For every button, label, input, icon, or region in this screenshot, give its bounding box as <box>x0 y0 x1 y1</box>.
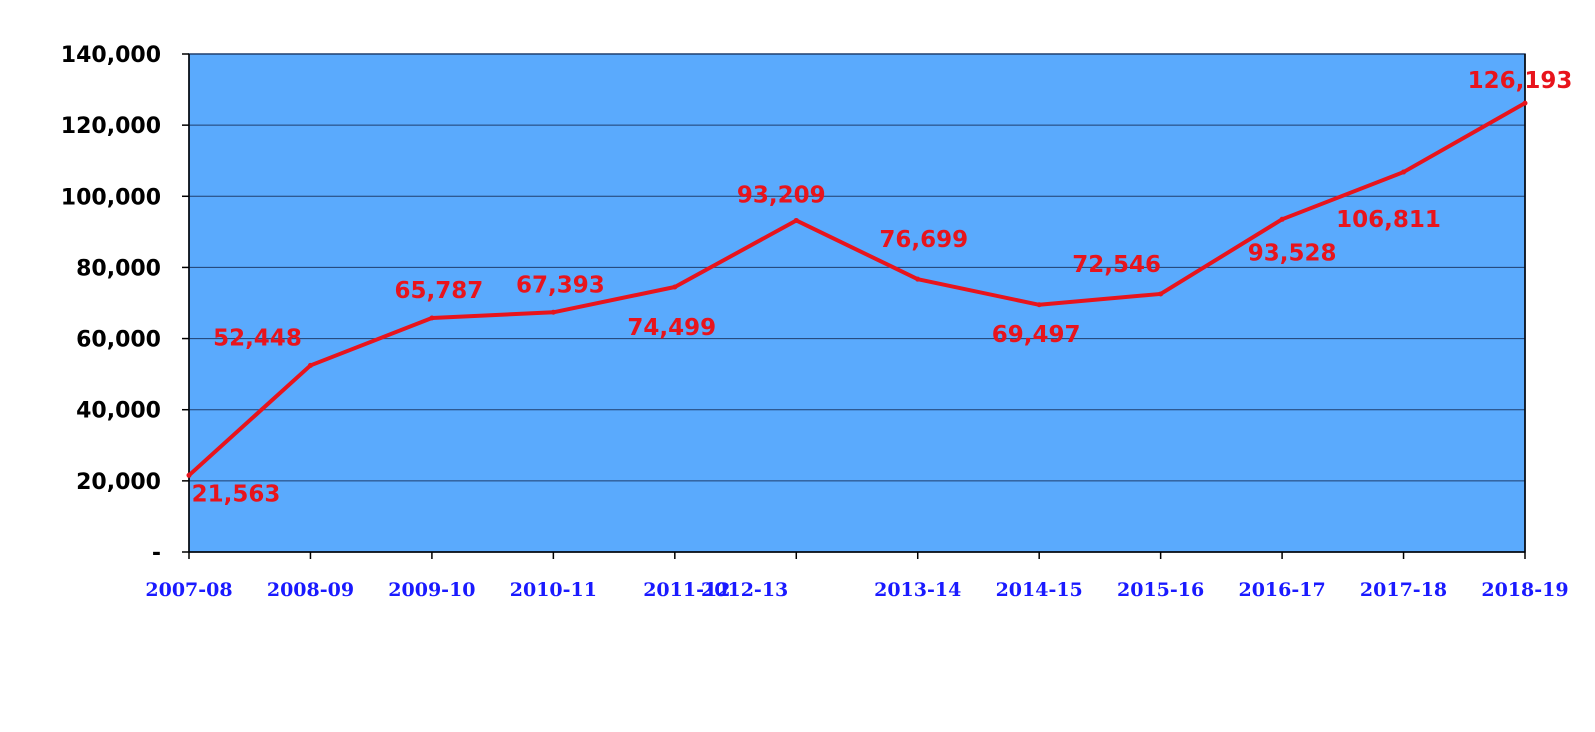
y-tick-label: 100,000 <box>61 185 161 210</box>
y-tick-label: - <box>152 541 161 566</box>
data-label: 126,193 <box>1468 68 1573 94</box>
data-point <box>915 276 921 282</box>
data-label: 106,811 <box>1336 207 1441 233</box>
data-label: 21,563 <box>192 481 281 507</box>
data-point <box>1279 216 1285 222</box>
data-label: 72,546 <box>1072 252 1161 278</box>
data-point <box>429 315 435 321</box>
x-tick-label: 2014-15 <box>996 579 1083 601</box>
series-line <box>187 101 1526 477</box>
plot-area <box>188 53 1526 553</box>
y-tick-label: 60,000 <box>76 328 161 353</box>
y-tick-label: 140,000 <box>61 43 161 68</box>
data-label: 52,448 <box>213 325 302 351</box>
data-label: 93,209 <box>737 182 826 208</box>
data-label: 76,699 <box>879 227 968 253</box>
data-point <box>186 472 192 478</box>
x-tick-label: 2009-10 <box>388 579 475 601</box>
y-tick-label: 40,000 <box>76 399 161 424</box>
axes <box>188 54 1526 553</box>
data-point <box>307 362 313 368</box>
data-label: 93,528 <box>1248 240 1337 266</box>
x-tick-label: 2007-08 <box>145 579 232 601</box>
x-tick-label: 2018-19 <box>1481 579 1568 601</box>
x-tick-label: 2017-18 <box>1360 579 1447 601</box>
data-label: 65,787 <box>395 278 484 304</box>
series-layer <box>186 100 1528 478</box>
y-axis-ticks: - 20,000 40,000 60,000 80,000 100,000 120,000 1… <box>61 43 189 566</box>
data-point <box>793 217 799 223</box>
x-tick-label: 2013-14 <box>874 579 961 601</box>
x-tick-label: 2008-09 <box>267 579 354 601</box>
data-label: 69,497 <box>992 322 1081 348</box>
data-labels: 21,563 52,448 65,787 67,393 74,499 93,209 76,6… <box>192 68 1573 507</box>
y-tick-label: 80,000 <box>76 256 161 281</box>
x-tick-label: 2016-17 <box>1238 579 1325 601</box>
data-point <box>1401 169 1407 175</box>
x-tick-label: 2015-16 <box>1117 579 1204 601</box>
data-point <box>550 309 556 315</box>
gridlines <box>189 53 1525 482</box>
data-label: 74,499 <box>627 315 716 341</box>
data-point <box>1036 302 1042 308</box>
data-point <box>1522 100 1528 106</box>
y-tick-label: 20,000 <box>76 470 161 495</box>
data-label: 67,393 <box>516 272 605 298</box>
x-tick-label: 2010-11 <box>510 579 597 601</box>
data-point <box>672 284 678 290</box>
data-point <box>1158 291 1164 297</box>
x-axis-ticks: 2007-08 2008-09 2009-10 2010-11 2011-122012-… <box>145 552 1569 601</box>
y-tick-label: 120,000 <box>61 114 161 139</box>
x-tick-label: 2011-12 <box>643 579 730 601</box>
x-tick-label: 2012-13 <box>701 579 788 601</box>
